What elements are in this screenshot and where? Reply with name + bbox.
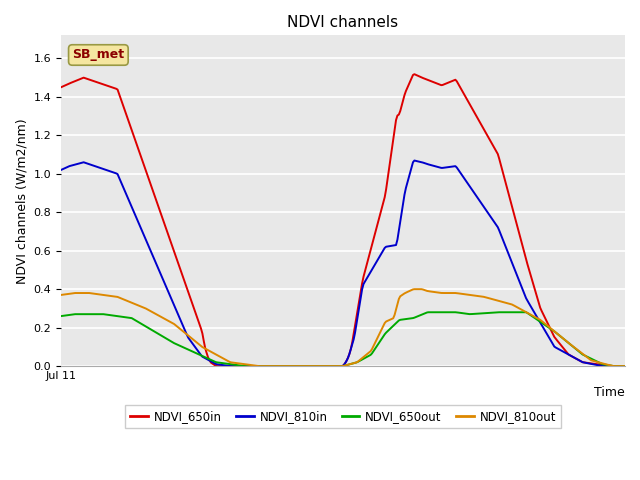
Text: SB_met: SB_met — [72, 48, 124, 61]
Title: NDVI channels: NDVI channels — [287, 15, 399, 30]
Y-axis label: NDVI channels (W/m2/nm): NDVI channels (W/m2/nm) — [15, 118, 28, 284]
Text: Time: Time — [595, 386, 625, 399]
Legend: NDVI_650in, NDVI_810in, NDVI_650out, NDVI_810out: NDVI_650in, NDVI_810in, NDVI_650out, NDV… — [125, 405, 561, 428]
